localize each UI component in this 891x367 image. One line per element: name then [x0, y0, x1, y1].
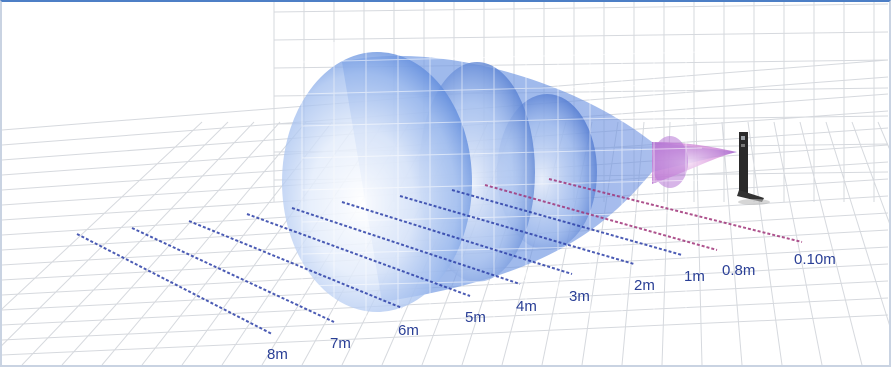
grid-line	[799, 121, 863, 365]
grid-line	[747, 121, 783, 365]
grid-line	[301, 51, 703, 63]
grid-line	[273, 3, 889, 13]
distance-labels: 8m 7m 6m 5m 4m 3m 2m 1m 0.8m 0.10m	[267, 251, 836, 363]
grid-line	[61, 121, 281, 365]
grid-line	[301, 243, 703, 255]
distance-line	[399, 195, 635, 265]
distance-label: 0.10m	[794, 251, 836, 268]
distance-line	[188, 220, 403, 309]
sensor-icon	[737, 132, 770, 205]
grid-line	[2, 314, 889, 356]
grid-line	[877, 121, 889, 149]
grid-line	[101, 121, 307, 365]
grid-line	[301, 275, 703, 287]
distance-label: 2m	[634, 277, 655, 294]
distance-label: 8m	[267, 346, 288, 363]
distance-line	[131, 227, 335, 323]
distance-label: 4m	[516, 298, 537, 315]
distance-line	[548, 178, 803, 243]
distance-lines	[76, 178, 803, 335]
grid-line	[301, 83, 703, 95]
grid-line	[825, 121, 889, 326]
distance-line	[246, 213, 471, 297]
distance-line	[484, 184, 718, 251]
distance-label: 6m	[398, 322, 419, 339]
grid-line	[301, 211, 703, 223]
grid-line	[273, 31, 889, 41]
distance-line	[341, 201, 573, 275]
grid-line	[301, 147, 703, 159]
beam-ring-large	[282, 52, 472, 312]
grid-line	[301, 115, 703, 127]
grid-line	[2, 280, 889, 326]
grid-line	[773, 121, 823, 365]
front-grid-overlay	[301, 42, 703, 322]
distance-label: 5m	[465, 309, 486, 326]
distance-label: 7m	[330, 335, 351, 352]
grid-line	[301, 179, 703, 191]
distance-label: 3m	[569, 288, 590, 305]
beam-pattern	[282, 52, 737, 312]
grid-line	[851, 121, 889, 224]
grid-line	[721, 121, 743, 365]
distance-line	[76, 233, 273, 335]
grid-line	[21, 121, 255, 365]
grid-line	[2, 121, 203, 310]
distance-label: 0.8m	[722, 262, 755, 279]
distance-label: 1m	[684, 268, 705, 285]
grid-line	[2, 297, 889, 341]
distance-line	[291, 207, 521, 285]
